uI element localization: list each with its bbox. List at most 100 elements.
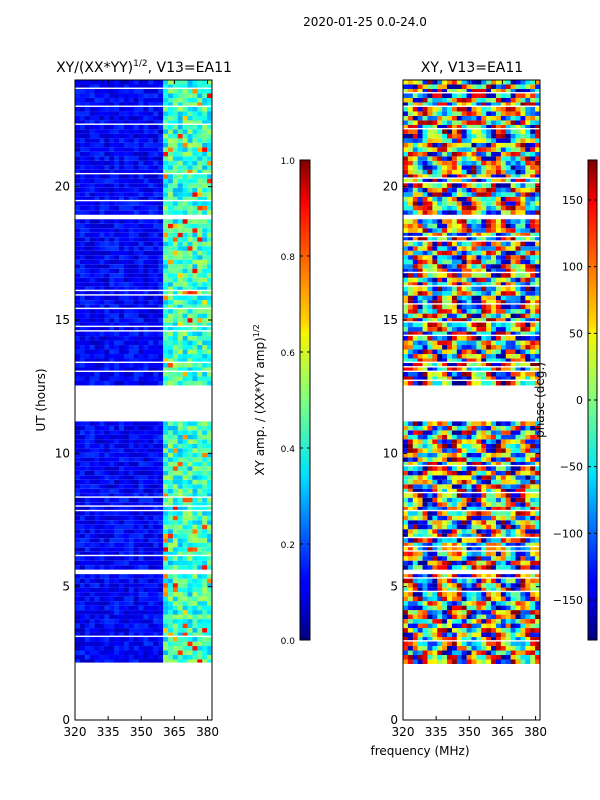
heatmap-cell xyxy=(158,259,164,265)
heatmap-cell xyxy=(79,493,86,497)
heatmap-cell xyxy=(177,156,183,161)
heatmap-cell xyxy=(481,538,487,543)
heatmap-cell xyxy=(530,605,536,611)
heatmap-cell xyxy=(422,470,428,476)
heatmap-cell xyxy=(510,506,516,510)
heatmap-cell xyxy=(104,655,110,660)
heatmap-cell xyxy=(412,520,418,525)
heatmap-cell xyxy=(75,241,81,247)
heatmap-cell xyxy=(138,88,144,94)
heatmap-cell xyxy=(79,291,86,295)
heatmap-cell xyxy=(163,538,169,543)
heatmap-cell xyxy=(133,165,139,170)
heatmap-cell xyxy=(158,241,164,247)
heatmap-cell xyxy=(84,124,90,130)
heatmap-cell xyxy=(123,493,130,497)
heatmap-cell xyxy=(123,286,130,290)
heatmap-cell xyxy=(510,641,516,647)
heatmap-cell xyxy=(495,529,502,534)
heatmap-cell xyxy=(197,583,203,588)
heatmap-cell xyxy=(422,547,428,551)
heatmap-cell xyxy=(172,169,179,173)
heatmap-cell xyxy=(94,313,100,319)
heatmap-cell xyxy=(163,547,169,552)
heatmap-cell xyxy=(192,484,198,489)
heatmap-cell xyxy=(417,592,423,597)
heatmap-cell xyxy=(163,246,169,251)
heatmap-cell xyxy=(167,309,174,314)
heatmap-cell xyxy=(427,592,433,597)
heatmap-cell xyxy=(432,529,438,534)
heatmap-cell xyxy=(407,592,414,597)
heatmap-cell xyxy=(207,475,212,480)
heatmap-cell xyxy=(148,587,154,593)
heatmap-cell xyxy=(187,376,193,381)
heatmap-cell xyxy=(138,241,144,247)
heatmap-cell xyxy=(163,587,169,593)
heatmap-cell xyxy=(114,115,120,121)
heatmap-cell xyxy=(172,84,179,88)
heatmap-cell xyxy=(495,470,502,476)
heatmap-cell xyxy=(89,448,95,453)
heatmap-cell xyxy=(143,493,149,497)
heatmap-cell xyxy=(99,623,105,629)
heatmap-cell xyxy=(515,461,521,465)
heatmap-cell xyxy=(79,174,86,179)
heatmap-cell xyxy=(177,547,183,552)
heatmap-cell xyxy=(505,565,511,570)
heatmap-cell xyxy=(104,484,110,489)
heatmap-cell xyxy=(177,502,183,506)
heatmap-cell xyxy=(172,542,179,548)
heatmap-cell xyxy=(437,506,443,510)
heatmap-cell xyxy=(163,605,169,611)
heatmap-cell xyxy=(89,84,95,88)
heatmap-cell xyxy=(192,156,198,161)
heatmap-cell xyxy=(79,421,86,426)
heatmap-cell xyxy=(158,380,164,386)
heatmap-cell xyxy=(133,241,139,247)
heatmap-cell xyxy=(167,336,174,341)
heatmap-cell xyxy=(187,147,193,152)
heatmap-cell xyxy=(466,511,472,516)
heatmap-cell xyxy=(79,138,86,143)
heatmap-cell xyxy=(109,246,115,251)
heatmap-cell xyxy=(109,484,115,489)
heatmap-cell xyxy=(138,187,144,193)
heatmap-cell xyxy=(437,623,443,629)
heatmap-cell xyxy=(143,511,149,516)
heatmap-cell xyxy=(79,277,86,283)
heatmap-cell xyxy=(128,538,135,543)
heatmap-cell xyxy=(158,529,164,534)
heatmap-cell xyxy=(486,637,492,641)
heatmap-cell xyxy=(84,84,90,88)
heatmap-cell xyxy=(128,300,135,305)
heatmap-cell xyxy=(84,565,90,570)
heatmap-cell xyxy=(520,596,526,602)
heatmap-cell xyxy=(520,650,526,656)
heatmap-cell xyxy=(177,538,183,543)
heatmap-cell xyxy=(481,574,487,578)
heatmap-cell xyxy=(148,273,154,278)
heatmap-cell xyxy=(128,183,135,188)
heatmap-cell xyxy=(99,277,105,283)
heatmap-cell xyxy=(407,511,414,516)
heatmap-cell xyxy=(437,488,443,492)
heatmap-cell xyxy=(138,322,144,326)
heatmap-cell xyxy=(138,646,144,651)
heatmap-cell xyxy=(520,475,526,480)
heatmap-cell xyxy=(104,506,110,510)
heatmap-cell xyxy=(187,111,193,116)
heatmap-cell xyxy=(197,300,203,305)
heatmap-cell xyxy=(530,434,536,440)
heatmap-cell xyxy=(456,511,463,516)
heatmap-cell xyxy=(109,340,115,346)
heatmap-cell xyxy=(442,421,448,426)
heatmap-cell xyxy=(442,380,448,386)
heatmap-cell xyxy=(128,187,135,193)
heatmap-cell xyxy=(207,556,212,561)
heatmap-cell xyxy=(471,434,477,440)
heatmap-cell xyxy=(172,264,179,269)
heatmap-cell xyxy=(138,142,144,148)
heatmap-cell xyxy=(481,628,487,633)
heatmap-cell xyxy=(182,551,188,555)
